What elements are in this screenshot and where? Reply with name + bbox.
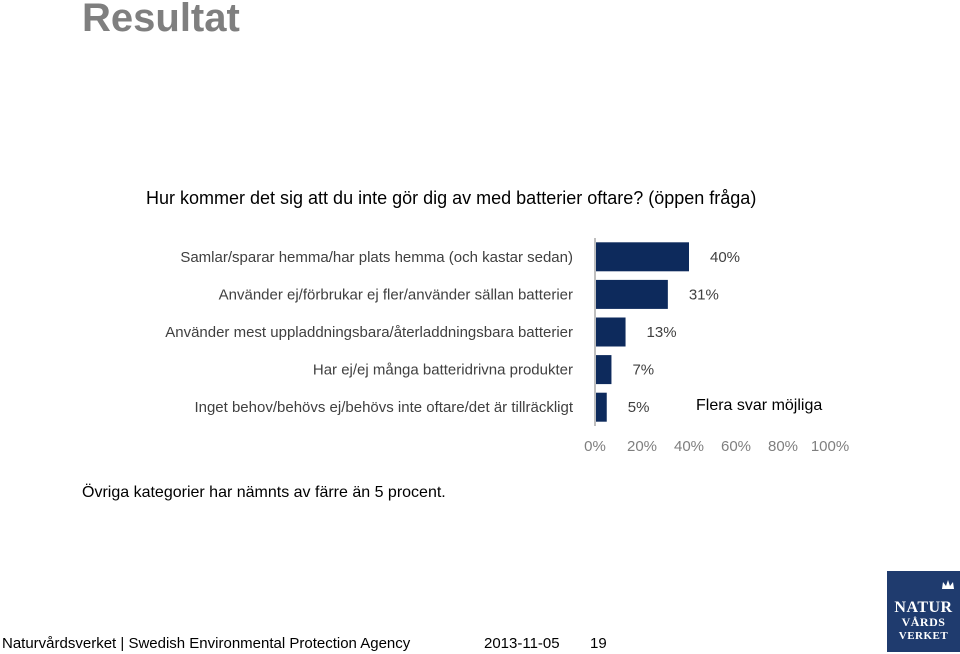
footer-organization: Naturvårdsverket | Swedish Environmental… (2, 635, 411, 652)
multiple-answers-note: Flera svar möjliga (696, 397, 823, 414)
category-label-3: Använder mest uppladdningsbara/återladdn… (165, 324, 573, 341)
category-label-5: Inget behov/behövs ej/behövs inte oftare… (194, 399, 573, 416)
category-label-2: Använder ej/förbrukar ej fler/använder s… (219, 286, 573, 303)
value-label-5: 5% (628, 399, 650, 416)
x-tick-label-4: 60% (721, 438, 751, 455)
value-label-3: 13% (647, 324, 677, 341)
page-number: 19 (590, 635, 607, 652)
bar-3 (596, 317, 626, 347)
value-label-2: 31% (689, 286, 719, 303)
survey-question: Hur kommer det sig att du inte gör dig a… (146, 188, 757, 208)
footer-date: 2013-11-05 (484, 635, 560, 652)
bar-2 (596, 279, 668, 309)
x-tick-label-3: 40% (674, 438, 704, 455)
x-tick-label-1: 0% (584, 438, 606, 455)
logo-line-1: NATUR (894, 599, 953, 616)
other-categories-note: Övriga kategorier har nämnts av färre än… (82, 484, 446, 501)
page-title: Resultat (82, 0, 240, 40)
value-label-1: 40% (710, 249, 740, 266)
bar-5 (596, 392, 607, 422)
bar-4 (596, 355, 612, 385)
x-tick-label-2: 20% (627, 438, 657, 455)
category-label-4: Har ej/ej många batteridrivna produkter (313, 362, 573, 379)
category-label-1: Samlar/sparar hemma/har plats hemma (och… (180, 249, 573, 266)
x-tick-label-6: 100% (811, 438, 849, 455)
naturvardsverket-logo: NATUR VÅRDS VERKET (887, 571, 960, 652)
bar-1 (596, 242, 689, 272)
x-tick-label-5: 80% (768, 438, 798, 455)
footer: Naturvårdsverket | Swedish Environmental… (2, 635, 607, 652)
logo-line-3: VERKET (898, 630, 949, 642)
logo-line-2: VÅRDS (901, 615, 946, 629)
value-label-4: 7% (632, 362, 654, 379)
crown-icon (942, 580, 954, 589)
